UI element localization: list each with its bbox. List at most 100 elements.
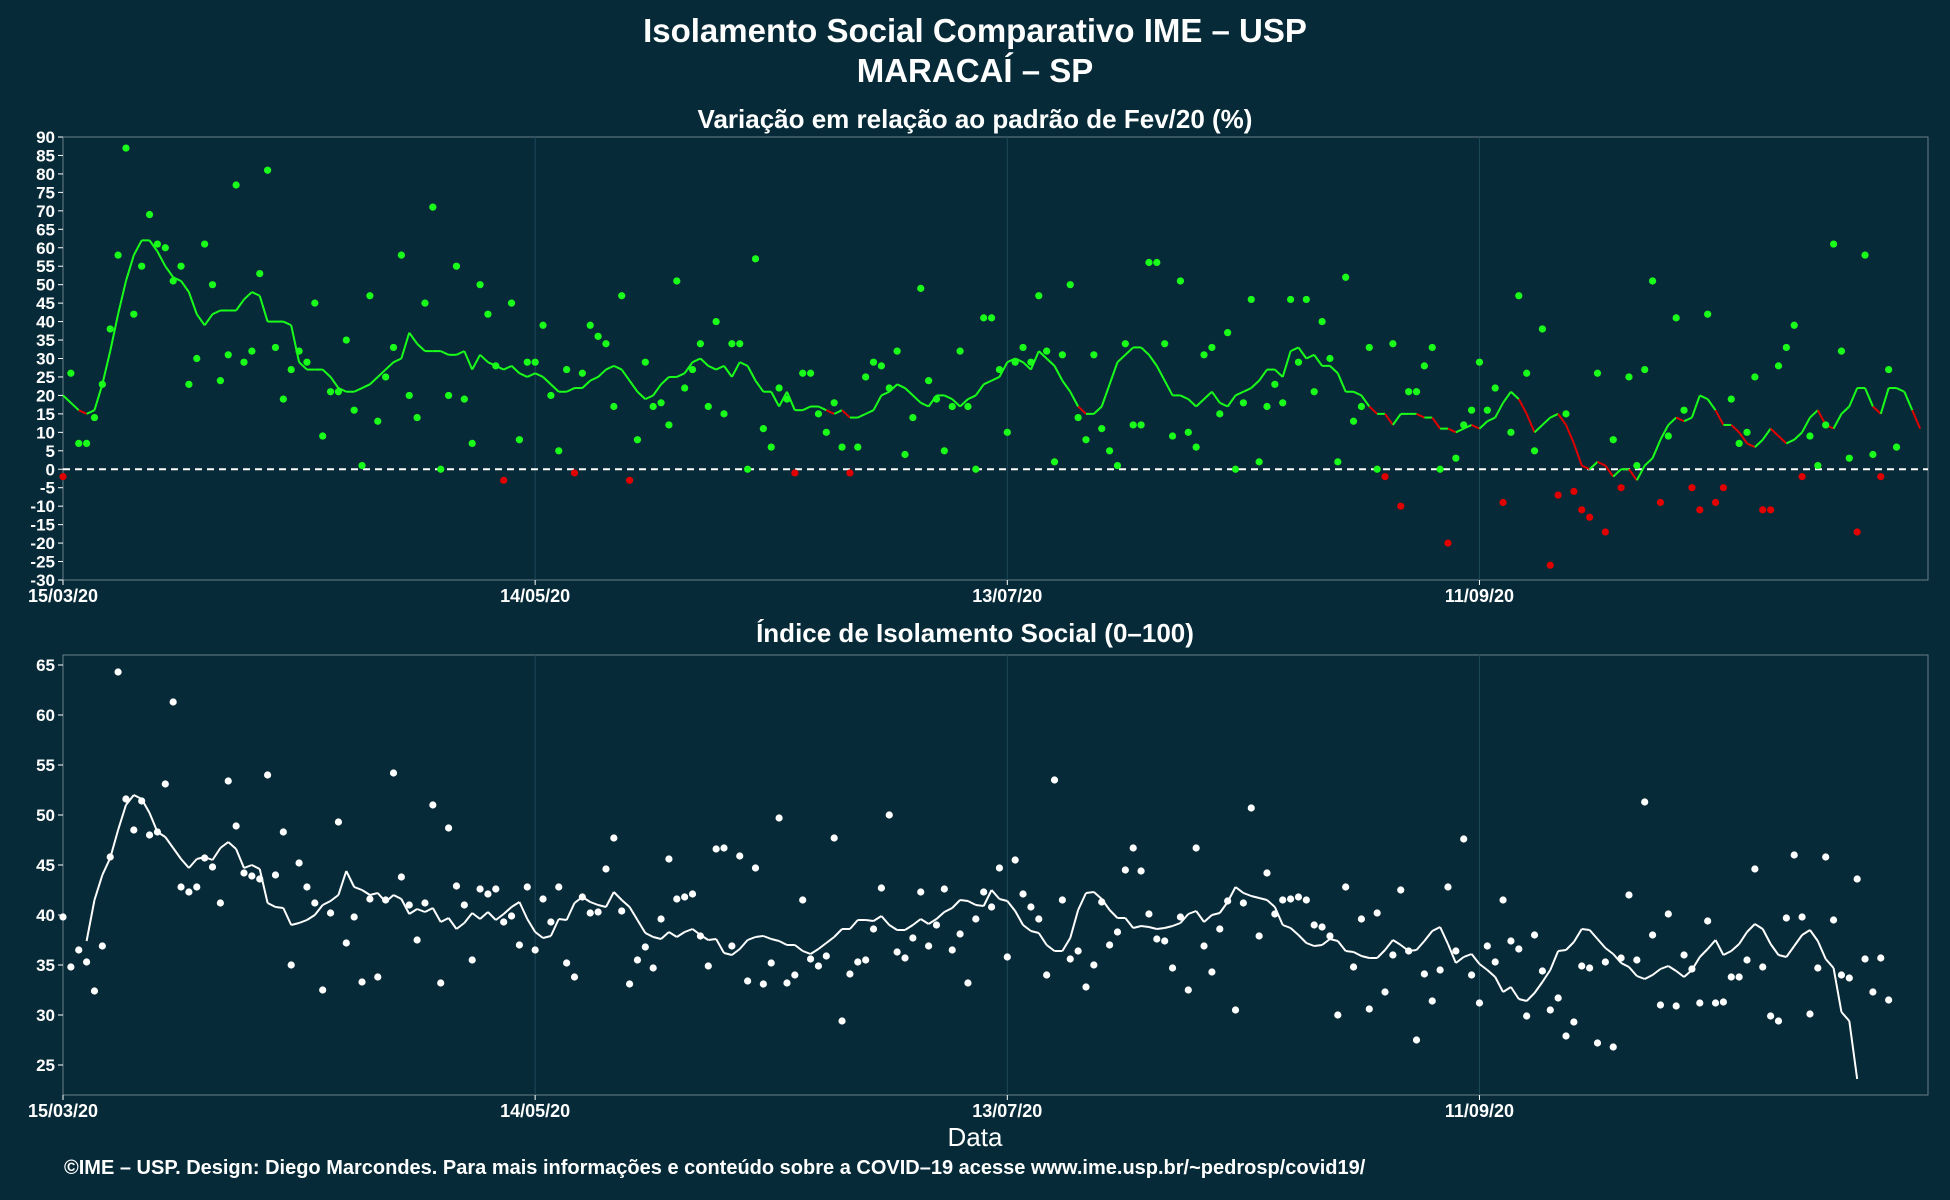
panel1-moving-average-segment [943,394,953,401]
panel1-data-point [799,369,807,377]
panel2-data-point [1570,1018,1578,1026]
panel1-y-tick-label: -20 [30,534,55,553]
panel2-moving-average-segment [243,864,253,869]
panel2-frame [62,654,1929,1096]
panel1-moving-average-segment [195,313,206,326]
panel2-moving-average-segment [1486,969,1496,978]
panel1-moving-average-segment [967,394,977,401]
panel2-data-point [1814,964,1822,972]
panel1-data-point [67,369,75,377]
panel2-data-point [1452,947,1460,955]
panel2-data-point [1578,962,1586,970]
panel1-moving-average-segment [518,372,528,378]
panel2-moving-average-segment [1816,940,1827,960]
panel1-moving-average-segment [597,368,607,378]
panel2-data-point [1885,996,1893,1004]
panel2-data-point [169,698,177,706]
panel2-moving-average-segment [849,919,859,930]
panel1-data-point [413,413,421,422]
panel1-moving-average-segment [1022,361,1032,371]
panel2-data-point [767,959,775,967]
panel2-moving-average-segment [1706,939,1717,950]
panel2-moving-average-segment [558,918,567,921]
panel2-data-point [728,942,736,950]
panel2-moving-average-segment [1525,992,1536,1002]
panel2-data-point [1035,915,1043,923]
panel2-moving-average-segment [880,915,891,926]
panel2-moving-average-segment [471,912,481,920]
panel2-data-point [948,946,956,954]
panel1-moving-average-segment [124,254,135,282]
panel2-data-point [1515,945,1523,953]
panel1-data-point [862,373,870,381]
panel1-data-point [1656,498,1665,507]
panel2-data-point [153,828,162,836]
panel2-data-point [736,852,744,860]
panel2-moving-average-segment [621,899,631,908]
panel2-moving-average-segment [329,894,340,902]
panel2-data-point [822,952,830,960]
panel2-data-point [940,885,948,893]
panel1-moving-average-segment [746,365,757,382]
panel1-data-point [1381,473,1389,481]
panel2-moving-average-segment [393,894,402,900]
panel1-data-point [1641,365,1649,374]
panel1-data-point [1774,362,1783,370]
panel1-moving-average-segment [109,313,120,352]
panel1-moving-average-segment [1486,416,1496,423]
panel2-moving-average-segment [1840,1011,1851,1022]
panel1-moving-average-segment [1604,464,1615,478]
panel1-data-point [1168,432,1177,440]
panel1-data-point [1885,365,1893,374]
panel1-data-point [1719,484,1728,492]
panel2-data-point [1869,988,1877,996]
panel2-data-point [838,1017,846,1025]
panel2-data-point [964,979,972,987]
panel2-data-point [586,909,594,917]
panel2-moving-average-segment [1006,900,1016,912]
panel2-data-point [319,986,327,994]
panel2-moving-average-segment [431,907,442,923]
panel2-data-point [248,872,256,880]
panel1-moving-average-segment [393,357,402,364]
panel1-frame [62,136,1929,581]
panel2-data-point [397,873,405,881]
panel2-moving-average-segment [314,904,324,916]
panel1-data-point [90,413,99,422]
panel1-moving-average-segment [818,405,827,412]
panel2-moving-average-segment [755,935,764,938]
panel2-data-point [484,890,492,898]
panel2-data-point [791,971,799,979]
panel1-moving-average-segment [62,394,72,404]
panel1-moving-average-segment [1219,401,1229,408]
panel2-data-point [138,797,146,805]
panel1-moving-average-segment [1431,416,1441,430]
panel1-moving-average-segment [1785,438,1795,445]
panel1-data-point [271,343,280,352]
panel1-moving-average-segment [117,280,127,315]
panel2-data-point [1727,973,1735,981]
panel2-data-point [1641,798,1649,806]
panel1-data-point [594,332,602,340]
panel2-moving-average-segment [794,944,804,952]
panel1-moving-average-segment [70,402,80,411]
panel1-data-point [1688,484,1696,492]
panel1-data-point [1829,240,1838,248]
panel1-data-point [319,432,327,440]
panel1-data-point [1247,295,1255,304]
panel2-moving-average-segment [503,906,513,915]
panel1-moving-average-segment [1879,387,1890,415]
panel2-moving-average-segment [912,918,922,926]
panel1-moving-average-segment [1651,439,1662,459]
panel1-data-point [1499,498,1507,507]
panel1-x-tick-label: 11/09/20 [1445,586,1514,606]
panel2-moving-average-segment [1558,949,1567,952]
panel2-data-point [1066,955,1074,963]
panel2-moving-average-segment [652,936,662,940]
panel1-moving-average-segment [1746,442,1756,449]
panel2-moving-average-segment [731,948,741,956]
panel2-moving-average-segment [763,935,772,940]
panel2-data-point [925,942,933,950]
panel1-moving-average-segment [778,391,788,407]
panel1-data-point [995,365,1004,374]
